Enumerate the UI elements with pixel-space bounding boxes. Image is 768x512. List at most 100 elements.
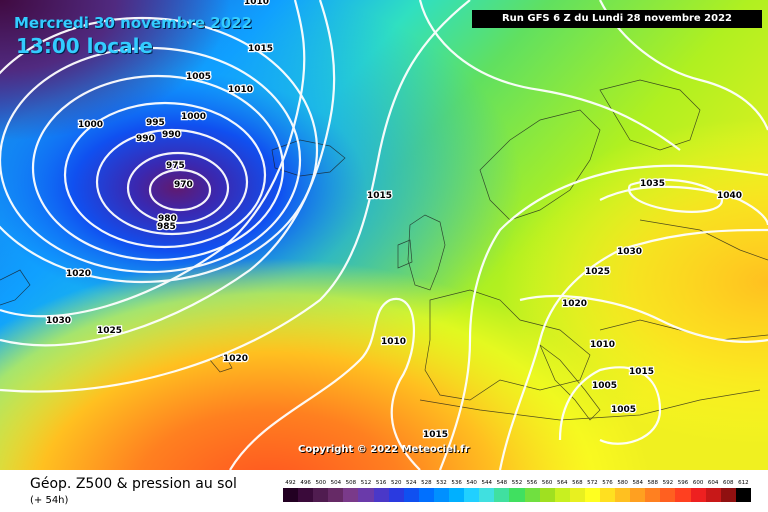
isobar-label: 990	[162, 130, 181, 140]
forecast-time: 13:00 locale	[16, 34, 153, 58]
scale-label: 572	[587, 480, 598, 486]
scale-label: 564	[556, 480, 568, 486]
isobar-label: 1025	[585, 267, 610, 277]
isobar-label: 1030	[617, 247, 642, 257]
scale-label: 504	[330, 480, 342, 486]
scale-swatch	[599, 488, 616, 502]
isobar-label: 1025	[97, 326, 122, 336]
scale-swatch	[403, 488, 419, 502]
scale-swatch	[494, 488, 510, 502]
copyright-text: Copyright © 2022 Meteociel.fr	[298, 444, 470, 455]
isobar-label: 985	[157, 222, 176, 232]
scale-swatch	[343, 488, 359, 502]
map-title: Géop. Z500 & pression au sol	[30, 476, 237, 492]
scale-label: 608	[723, 480, 734, 486]
scale-label: 600	[692, 480, 704, 486]
scale-swatch	[313, 488, 329, 502]
scale-swatch	[705, 488, 721, 502]
scale-swatch	[449, 488, 465, 502]
scale-swatch	[720, 488, 736, 502]
isobar-labels: 1010 1015 1005 1010 1000 995 990 990 100…	[45, 0, 744, 441]
isobar-label: 980	[158, 214, 177, 224]
isobar-label: 1020	[66, 269, 91, 279]
isobar-label: 1020	[223, 354, 248, 364]
scale-swatch	[645, 488, 661, 502]
scale-swatch	[539, 488, 555, 502]
isobar-label: 1015	[367, 191, 392, 201]
scale-swatch	[509, 488, 525, 502]
scale-swatch	[433, 488, 450, 502]
isobar-label: 1030	[46, 316, 71, 326]
scale-label: 536	[451, 480, 462, 486]
scale-swatch	[388, 488, 404, 502]
scale-label: 568	[572, 480, 583, 486]
scale-swatch	[418, 488, 434, 502]
scale-label: 556	[526, 480, 538, 486]
scale-label: 496	[300, 480, 311, 486]
isobar-label: 1000	[78, 120, 103, 130]
map-footer: Géop. Z500 & pression au sol (+ 54h) 492…	[0, 470, 768, 512]
scale-swatch	[584, 488, 600, 502]
isobar-label: 1010	[381, 337, 406, 347]
scale-label: 592	[662, 480, 674, 486]
scale-label: 544	[481, 480, 493, 486]
scale-label: 516	[375, 480, 387, 486]
scale-label: 520	[390, 480, 402, 486]
scale-swatch	[479, 488, 495, 502]
scale-swatch	[660, 488, 676, 502]
scale-label: 576	[602, 480, 613, 486]
scale-label: 540	[466, 480, 477, 486]
model-run-label: Run GFS 6 Z du Lundi 28 novembre 2022	[472, 10, 762, 28]
color-scale: 492 496 500 504 508 512 516 520 524 528 532 536 540 5…	[283, 480, 751, 502]
scale-swatch	[615, 488, 631, 502]
isobar-label: 1005	[592, 381, 617, 391]
scale-label: 580	[617, 480, 628, 486]
isobar-label: 1015	[629, 367, 654, 377]
scale-swatch	[298, 488, 314, 502]
scale-label: 604	[707, 480, 719, 486]
isobar-label: 1015	[248, 44, 273, 54]
scale-label: 532	[436, 480, 447, 486]
color-scale-labels: 492 496 500 504 508 512 516 520 524 528 532 536 540 5…	[283, 480, 751, 486]
scale-label: 588	[647, 480, 659, 486]
isobar-label: 995	[146, 118, 165, 128]
scale-label: 560	[541, 480, 553, 486]
scale-label: 492	[285, 480, 296, 486]
isobar-label: 990	[136, 134, 155, 144]
isobar-label: 1005	[186, 72, 211, 82]
scale-label: 508	[345, 480, 357, 486]
scale-swatch	[283, 488, 299, 502]
scale-label: 524	[406, 480, 417, 486]
forecast-date: Mercredi 30 novembre 2022	[14, 14, 253, 32]
scale-swatch	[569, 488, 585, 502]
isobar-label: 1005	[611, 405, 636, 415]
isobar-label: 1010	[244, 0, 269, 7]
scale-swatch	[735, 488, 751, 502]
scale-label: 528	[421, 480, 432, 486]
scale-label: 552	[511, 480, 523, 486]
isobar-label: 1015	[423, 430, 448, 440]
isobar-label: 1010	[590, 340, 615, 350]
isobar-lines	[0, 0, 768, 470]
scale-swatch	[358, 488, 374, 502]
scale-swatch	[373, 488, 389, 502]
isobar-label: 1035	[640, 179, 665, 189]
scale-label: 584	[632, 480, 643, 486]
scale-swatch	[464, 488, 480, 502]
scale-swatch	[675, 488, 691, 502]
pressure-map: 1010 1015 1005 1010 1000 995 990 990 100…	[0, 0, 768, 470]
isobar-label: 975	[166, 161, 185, 171]
isobar-label: 1010	[228, 85, 253, 95]
scale-label: 500	[315, 480, 326, 486]
isobar-label: 1000	[181, 112, 206, 122]
scale-label: 612	[738, 480, 749, 486]
scale-swatch	[690, 488, 706, 502]
scale-label: 596	[677, 480, 689, 486]
scale-label: 548	[496, 480, 508, 486]
isobar-label: 1020	[562, 299, 587, 309]
isobar-label: 1040	[717, 191, 742, 201]
isobar-label: 970	[174, 180, 193, 190]
scale-swatch	[328, 488, 344, 502]
color-scale-bar	[283, 488, 751, 502]
